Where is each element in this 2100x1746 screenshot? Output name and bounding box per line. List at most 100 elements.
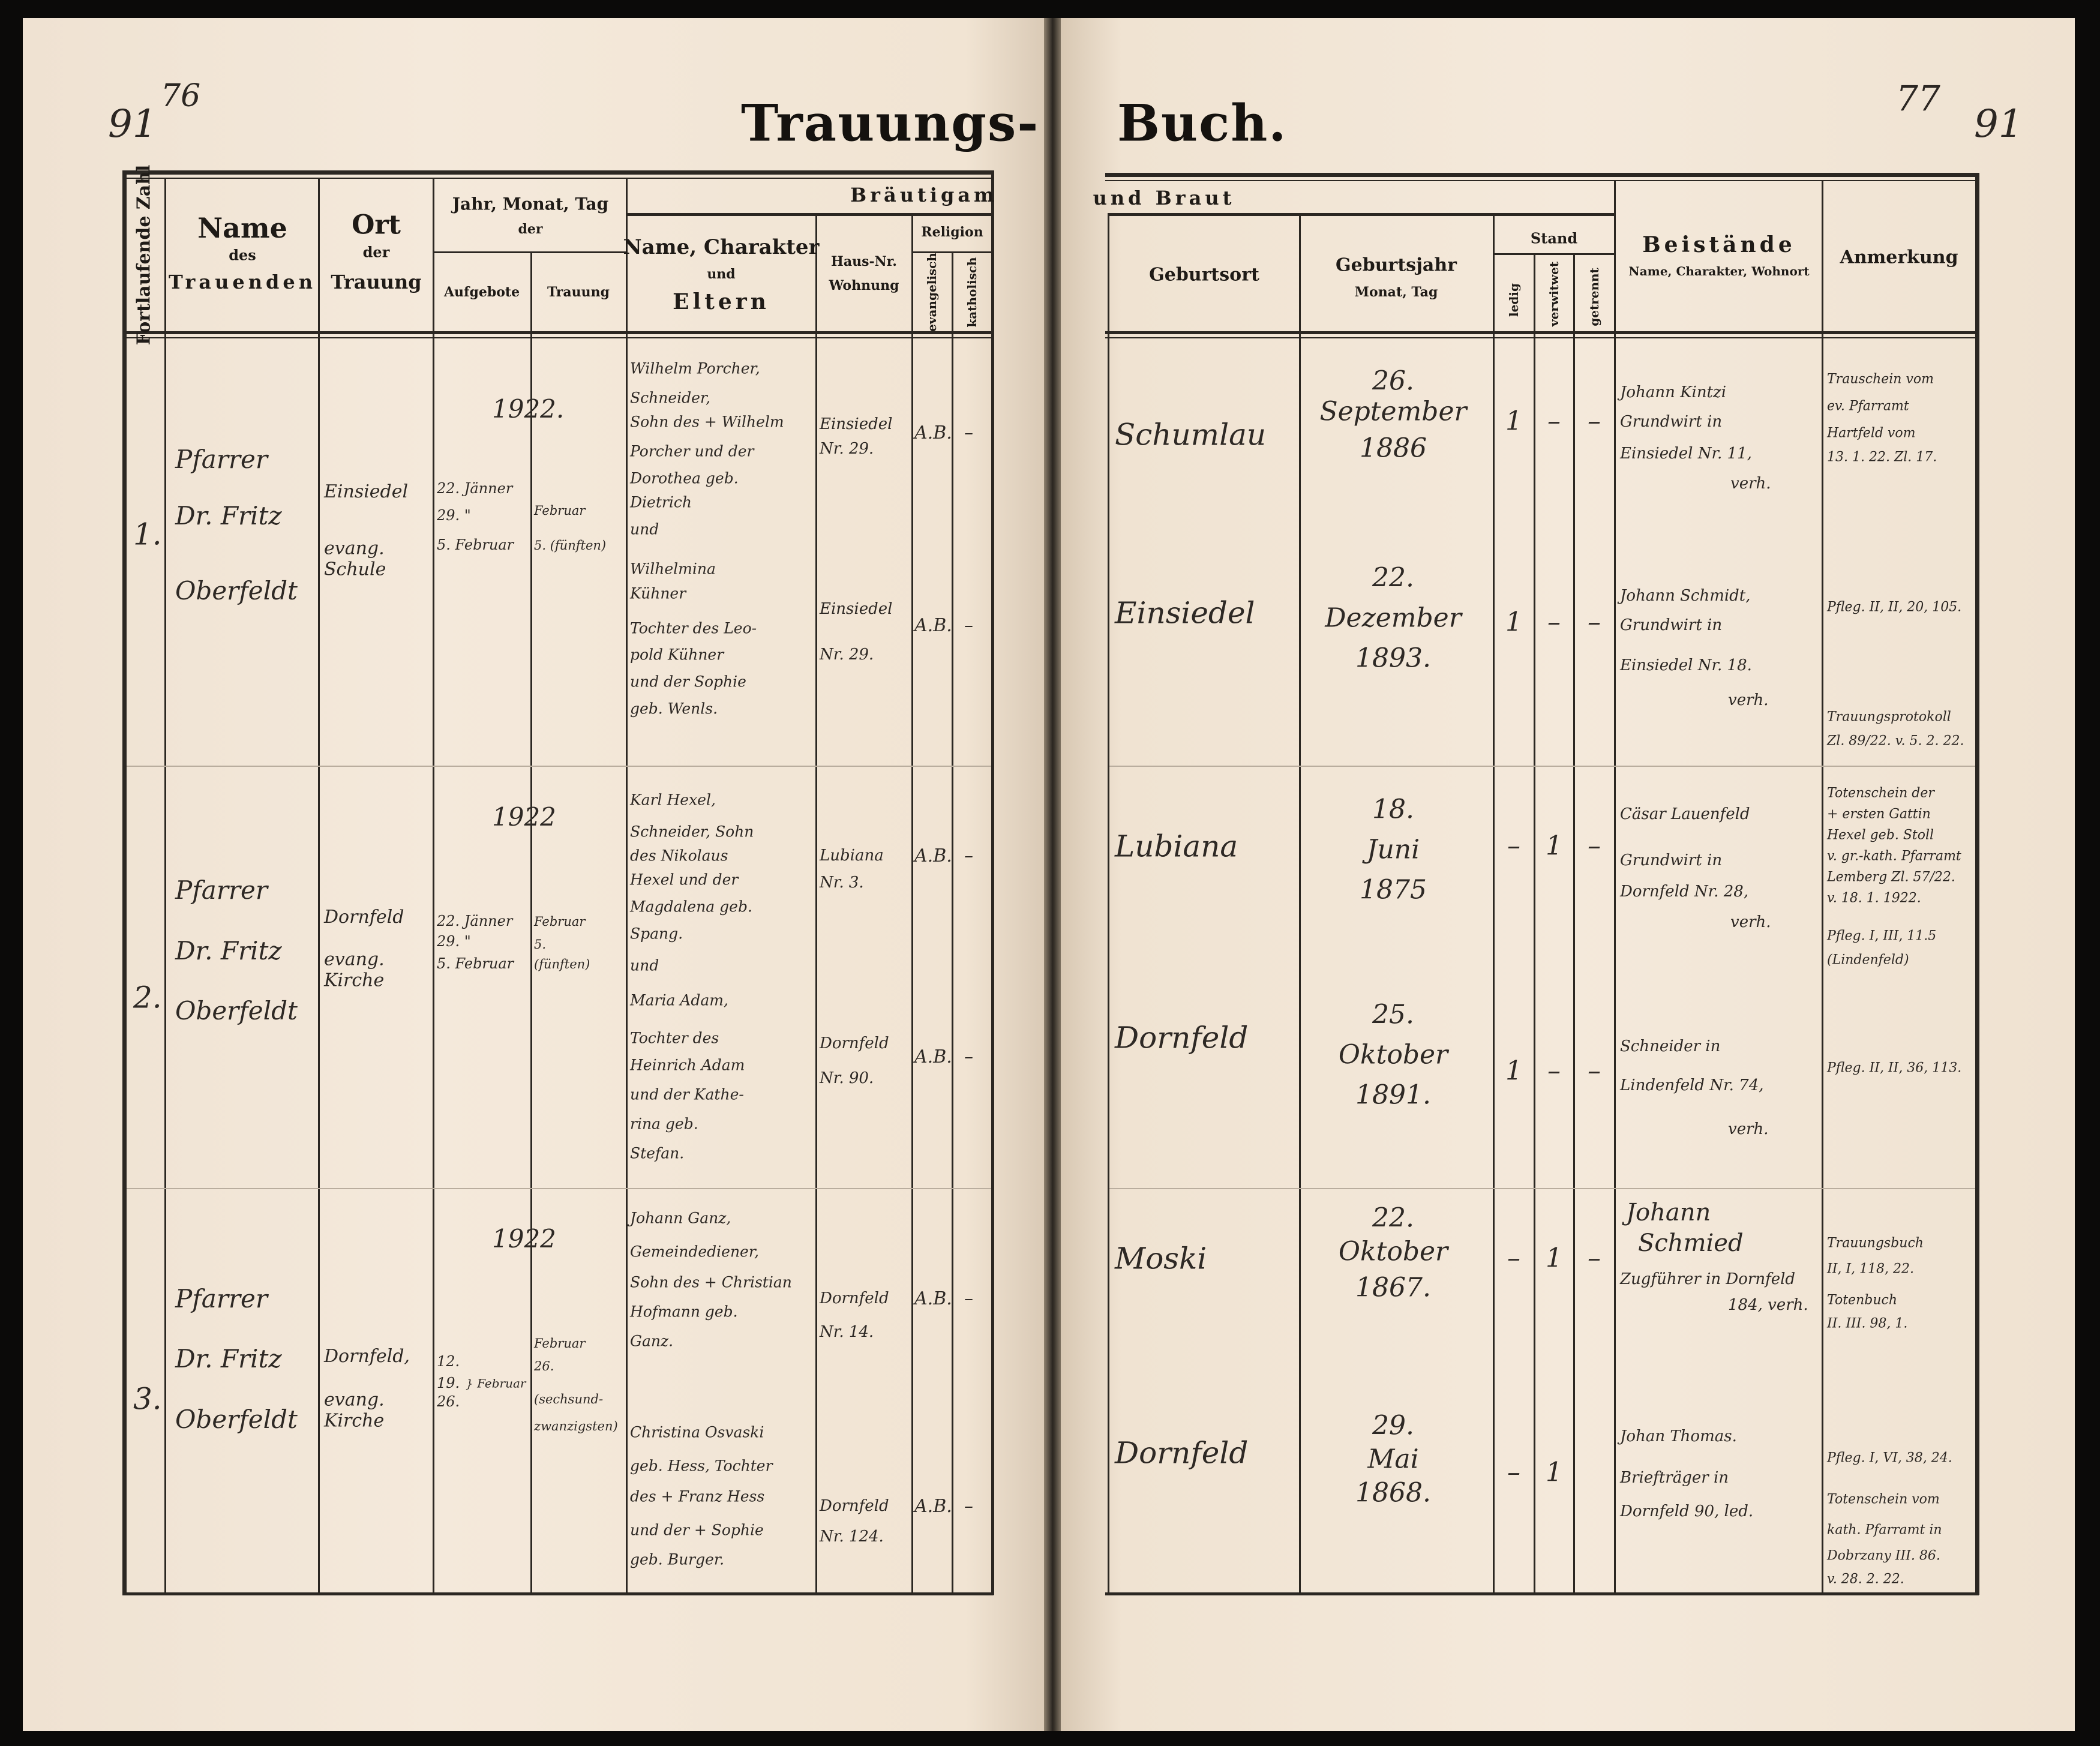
remarks: + ersten Gattin xyxy=(1827,806,1931,822)
header-place-der: der xyxy=(362,243,390,261)
witness-1: verh. xyxy=(1730,475,1771,493)
header-date: Jahr, Monat, Tag xyxy=(452,194,609,214)
bride-birth-date: 1893. xyxy=(1355,643,1431,674)
table-rule xyxy=(122,1592,994,1595)
header-date-der: der xyxy=(518,221,543,237)
table-rule xyxy=(952,252,953,1594)
table-rule xyxy=(626,213,994,216)
groom-status: – xyxy=(1507,1243,1520,1274)
table-rule xyxy=(122,172,127,1595)
header-groom: Bräutigam xyxy=(850,184,998,206)
table-rule xyxy=(991,170,994,1595)
witness-1: Schmied xyxy=(1638,1229,1744,1257)
table-rule xyxy=(122,337,994,338)
groom-details: Hexel und der xyxy=(630,871,739,889)
officiant-name: Pfarrer xyxy=(175,875,268,905)
table-rule xyxy=(1105,180,1979,181)
banns-date: } Februar xyxy=(466,1376,526,1391)
header-evangelical: evangelisch xyxy=(925,253,939,332)
groom-status: 1 xyxy=(1546,830,1562,862)
groom-details: Magdalena geb. xyxy=(630,898,752,916)
bride-house: Dornfeld xyxy=(820,1497,889,1516)
groom-birthplace: Lubiana xyxy=(1115,829,1238,864)
banns-date: 5. Februar xyxy=(437,955,514,973)
remarks: Lemberg Zl. 57/22. xyxy=(1827,869,1955,885)
groom-birth-date: 18. xyxy=(1372,794,1414,825)
groom-details: Porcher und der xyxy=(630,442,754,460)
header-place-trauung: Trauung xyxy=(331,271,422,293)
groom-house: Einsiedel xyxy=(820,415,893,434)
wedding-date: Februar xyxy=(534,914,586,929)
groom-details: Johann Ganz, xyxy=(630,1209,731,1227)
table-rule xyxy=(122,178,994,179)
groom-birth-date: 1875 xyxy=(1360,874,1427,905)
groom-status: – xyxy=(1588,1243,1601,1274)
officiant-name: Oberfeldt xyxy=(175,575,298,605)
witness-1: Johann Kintzi xyxy=(1620,383,1727,402)
groom-details: Wilhelm Porcher, xyxy=(630,359,760,377)
header-status: Stand xyxy=(1530,229,1578,247)
header-religion: Religion xyxy=(921,224,983,240)
remarks: II. III. 98, 1. xyxy=(1827,1316,1908,1331)
wedding-year: 1922 xyxy=(492,802,556,832)
header-house: Haus-Nr. xyxy=(831,254,897,269)
wedding-place: Einsiedel xyxy=(324,481,409,502)
officiant-name: Oberfeldt xyxy=(175,995,298,1025)
header-widowed: verwitwet xyxy=(1547,261,1561,327)
table-rule xyxy=(1105,331,1979,334)
wedding-place: evang. Schule xyxy=(324,538,386,580)
witness-1: Grundwirt in xyxy=(1620,413,1723,431)
groom-birthplace: Schumlau xyxy=(1115,417,1267,452)
groom-details: Dorothea geb. xyxy=(630,469,739,487)
witness-2: Johann Schmidt, xyxy=(1620,587,1751,605)
table-rule xyxy=(1299,214,1301,1594)
entry-separator xyxy=(1109,1188,1975,1189)
table-rule xyxy=(433,251,627,253)
wedding-date: 5. xyxy=(534,937,547,952)
bride-birth-date: 1868. xyxy=(1355,1477,1431,1508)
bride-details: und der Sophie xyxy=(630,673,746,691)
groom-details: und xyxy=(630,956,659,974)
wedding-place: evang. Kirche xyxy=(324,1389,385,1431)
banns-date: 29. " xyxy=(437,507,471,524)
header-witnesses: Beistände xyxy=(1642,232,1796,257)
header-name-trauenden: Trauenden xyxy=(169,271,316,293)
table-rule xyxy=(122,170,994,175)
groom-religion: A.B. xyxy=(914,422,952,443)
bride-details: und der Kathe- xyxy=(630,1085,744,1103)
bride-birth-date: 25. xyxy=(1372,999,1414,1030)
entry-number: 2. xyxy=(133,980,162,1015)
remarks: Hartfeld vom xyxy=(1827,425,1916,441)
bride-birthplace: Dornfeld xyxy=(1115,1435,1249,1471)
witness-2: verh. xyxy=(1728,1120,1769,1139)
wedding-date: 5. (fünften) xyxy=(534,538,607,553)
groom-status: – xyxy=(1588,406,1601,437)
remarks: Trauungsbuch xyxy=(1827,1235,1924,1251)
page-title-left: Trauungs- xyxy=(741,93,1040,153)
bride-status: 1 xyxy=(1505,1055,1522,1087)
groom-status: – xyxy=(1588,830,1601,862)
witness-2: Grundwirt in xyxy=(1620,616,1723,635)
groom-house: Nr. 3. xyxy=(820,874,864,892)
groom-details: Dietrich xyxy=(630,493,692,511)
remarks: Totenbuch xyxy=(1827,1292,1897,1308)
banns-date: 12. xyxy=(437,1353,460,1370)
remarks: 13. 1. 22. Zl. 17. xyxy=(1827,449,1937,465)
witness-1: Cäsar Lauenfeld xyxy=(1620,805,1750,824)
officiant-name: Pfarrer xyxy=(175,1283,268,1313)
bride-status: – xyxy=(1588,1055,1601,1087)
table-rule xyxy=(164,178,166,1594)
officiant-name: Dr. Fritz xyxy=(175,500,282,530)
groom-house: Nr. 14. xyxy=(820,1323,874,1342)
bride-details: Wilhelmina xyxy=(630,560,716,578)
entry-separator xyxy=(127,766,991,767)
groom-birth-date: 1867. xyxy=(1355,1272,1431,1303)
bride-details: Tochter des xyxy=(630,1029,719,1047)
bride-details: Tochter des Leo- xyxy=(630,619,757,637)
groom-house: Dornfeld xyxy=(820,1289,889,1308)
bride-house: Dornfeld xyxy=(820,1034,889,1053)
groom-details: Sohn des + Christian xyxy=(630,1273,792,1291)
bride-status: – xyxy=(1588,607,1601,638)
remarks: kath. Pfarramt in xyxy=(1827,1522,1942,1538)
groom-details: Gemeindediener, xyxy=(630,1243,760,1261)
